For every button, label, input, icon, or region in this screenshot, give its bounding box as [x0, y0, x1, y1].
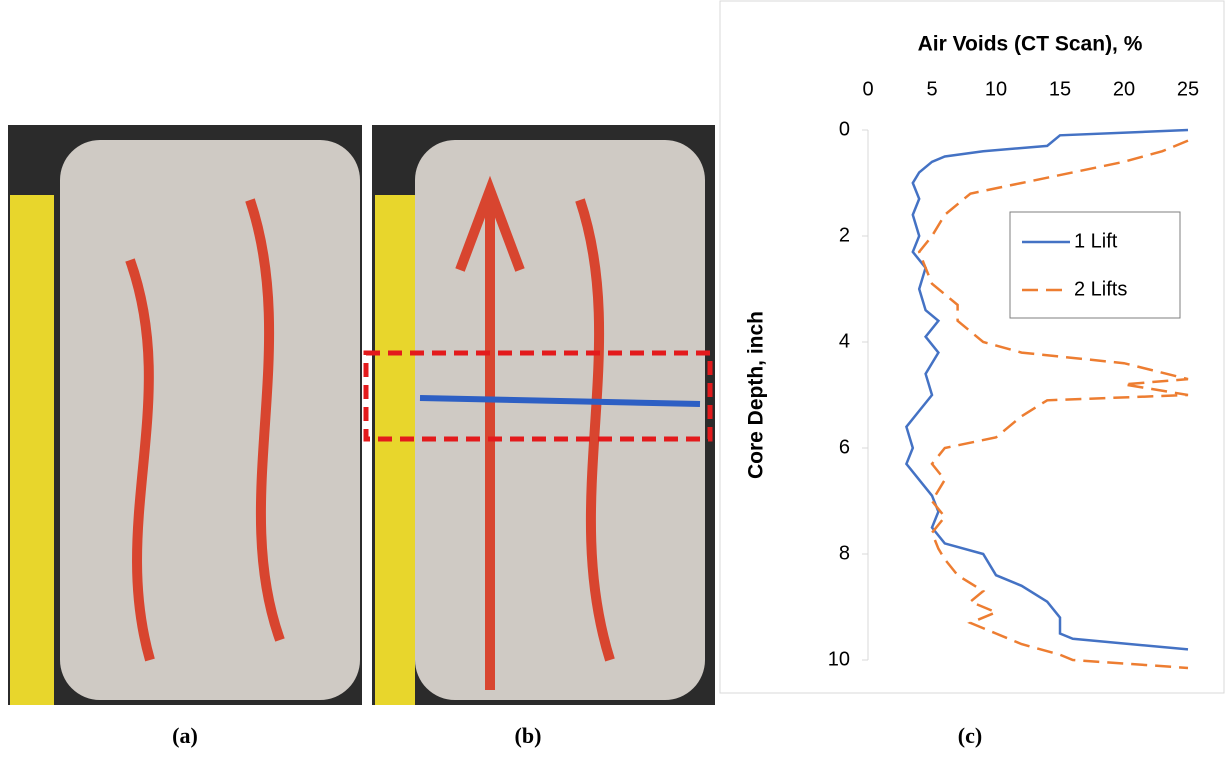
x-tick-label: 15 — [1049, 78, 1071, 100]
chart-frame — [719, 0, 1225, 694]
y-axis-label: Core Depth, inch — [745, 311, 768, 479]
panel-label: (c) — [958, 723, 982, 748]
photo-a — [8, 125, 362, 705]
panel-label: (b) — [515, 723, 542, 748]
data-line — [917, 139, 1189, 670]
y-tick-label: 10 — [828, 648, 850, 670]
x-tick-label: 5 — [926, 78, 937, 100]
data-line — [904, 128, 1189, 651]
x-tick-label: 10 — [985, 78, 1007, 100]
x-tick-label: 0 — [862, 78, 873, 100]
y-tick-label: 6 — [839, 436, 850, 458]
y-tick-label: 0 — [839, 118, 850, 140]
chart-title: Air Voids (CT Scan), % — [918, 33, 1143, 56]
y-tick-label: 8 — [839, 542, 850, 564]
y-tick-label: 4 — [839, 330, 850, 352]
panel-label: (a) — [172, 723, 198, 748]
legend-label: 1 Lift — [1074, 230, 1118, 252]
photo-b — [363, 125, 715, 705]
legend-label: 2 Lifts — [1074, 278, 1127, 300]
x-tick-label: 20 — [1113, 78, 1135, 100]
y-tick-label: 2 — [839, 224, 850, 246]
legend-box — [1009, 211, 1181, 319]
x-tick-label: 25 — [1177, 78, 1199, 100]
